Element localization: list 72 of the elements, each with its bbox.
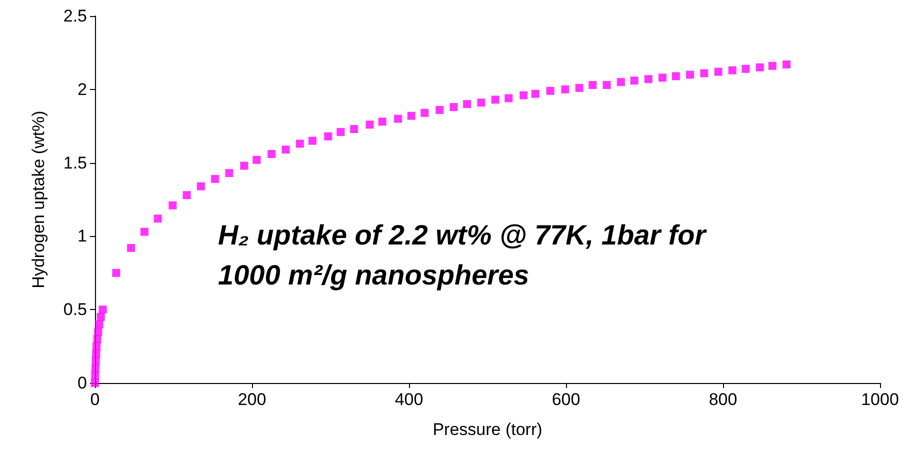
point	[92, 356, 100, 365]
y-tick-label: 0	[78, 374, 87, 392]
point	[575, 84, 584, 92]
point	[394, 114, 402, 123]
point	[700, 69, 708, 78]
point	[240, 162, 248, 170]
point	[182, 191, 191, 200]
x-tick-label: 600	[552, 390, 580, 409]
point	[225, 169, 234, 178]
point	[630, 76, 638, 85]
point	[366, 120, 374, 129]
point	[477, 98, 486, 107]
point	[92, 342, 101, 350]
point	[282, 146, 290, 154]
point	[378, 118, 386, 126]
point	[504, 94, 513, 102]
point	[252, 156, 261, 164]
point	[602, 80, 611, 89]
point	[94, 328, 102, 336]
point	[127, 244, 136, 252]
point	[296, 140, 304, 148]
y-axis-title: Hydrogen uptake (wt%)	[29, 110, 48, 288]
point	[436, 106, 444, 114]
x-tick-label: 400	[394, 390, 424, 409]
point	[211, 174, 220, 183]
x-axis-title: Pressure (torr)	[432, 420, 542, 439]
point	[350, 125, 358, 134]
point	[98, 306, 107, 314]
x-tick-label: 200	[238, 390, 266, 409]
point	[728, 66, 736, 74]
point	[616, 78, 625, 86]
point	[714, 68, 722, 76]
point	[742, 64, 750, 73]
x-tick-label: 800	[708, 390, 738, 409]
y-tick-label: 0.5	[63, 300, 87, 320]
point	[658, 74, 667, 82]
point	[140, 228, 148, 236]
point	[768, 62, 776, 70]
point	[463, 100, 472, 108]
point	[112, 268, 120, 277]
point	[91, 364, 100, 372]
point	[588, 80, 597, 89]
point	[420, 108, 429, 117]
point	[324, 132, 332, 140]
point	[644, 75, 652, 84]
annotation: H₂ uptake of 2.2 wt% @ 77K, 1bar for 1000 m²/g nanospheres	[218, 220, 714, 290]
x-tick-label: 0	[90, 390, 100, 409]
y-tick-label: 1	[78, 226, 87, 246]
point	[450, 103, 458, 112]
point	[491, 96, 500, 104]
point	[546, 86, 554, 95]
x-tick-label: 1000	[861, 390, 899, 409]
point	[168, 201, 177, 210]
point	[336, 128, 345, 136]
point	[268, 150, 276, 158]
point	[561, 85, 570, 94]
point	[756, 63, 764, 72]
point	[96, 312, 105, 321]
point	[672, 72, 680, 80]
point	[782, 60, 791, 68]
y-tick-label: 1.5	[63, 153, 87, 172]
point	[93, 334, 102, 343]
point	[686, 70, 694, 79]
y-tick-label: 2.5	[63, 6, 87, 26]
point	[154, 214, 162, 223]
y-tick-label: 2	[78, 80, 87, 99]
point	[196, 182, 205, 190]
point	[407, 112, 416, 120]
point	[531, 90, 540, 98]
point	[95, 320, 104, 328]
point	[520, 91, 528, 100]
point	[308, 136, 316, 145]
